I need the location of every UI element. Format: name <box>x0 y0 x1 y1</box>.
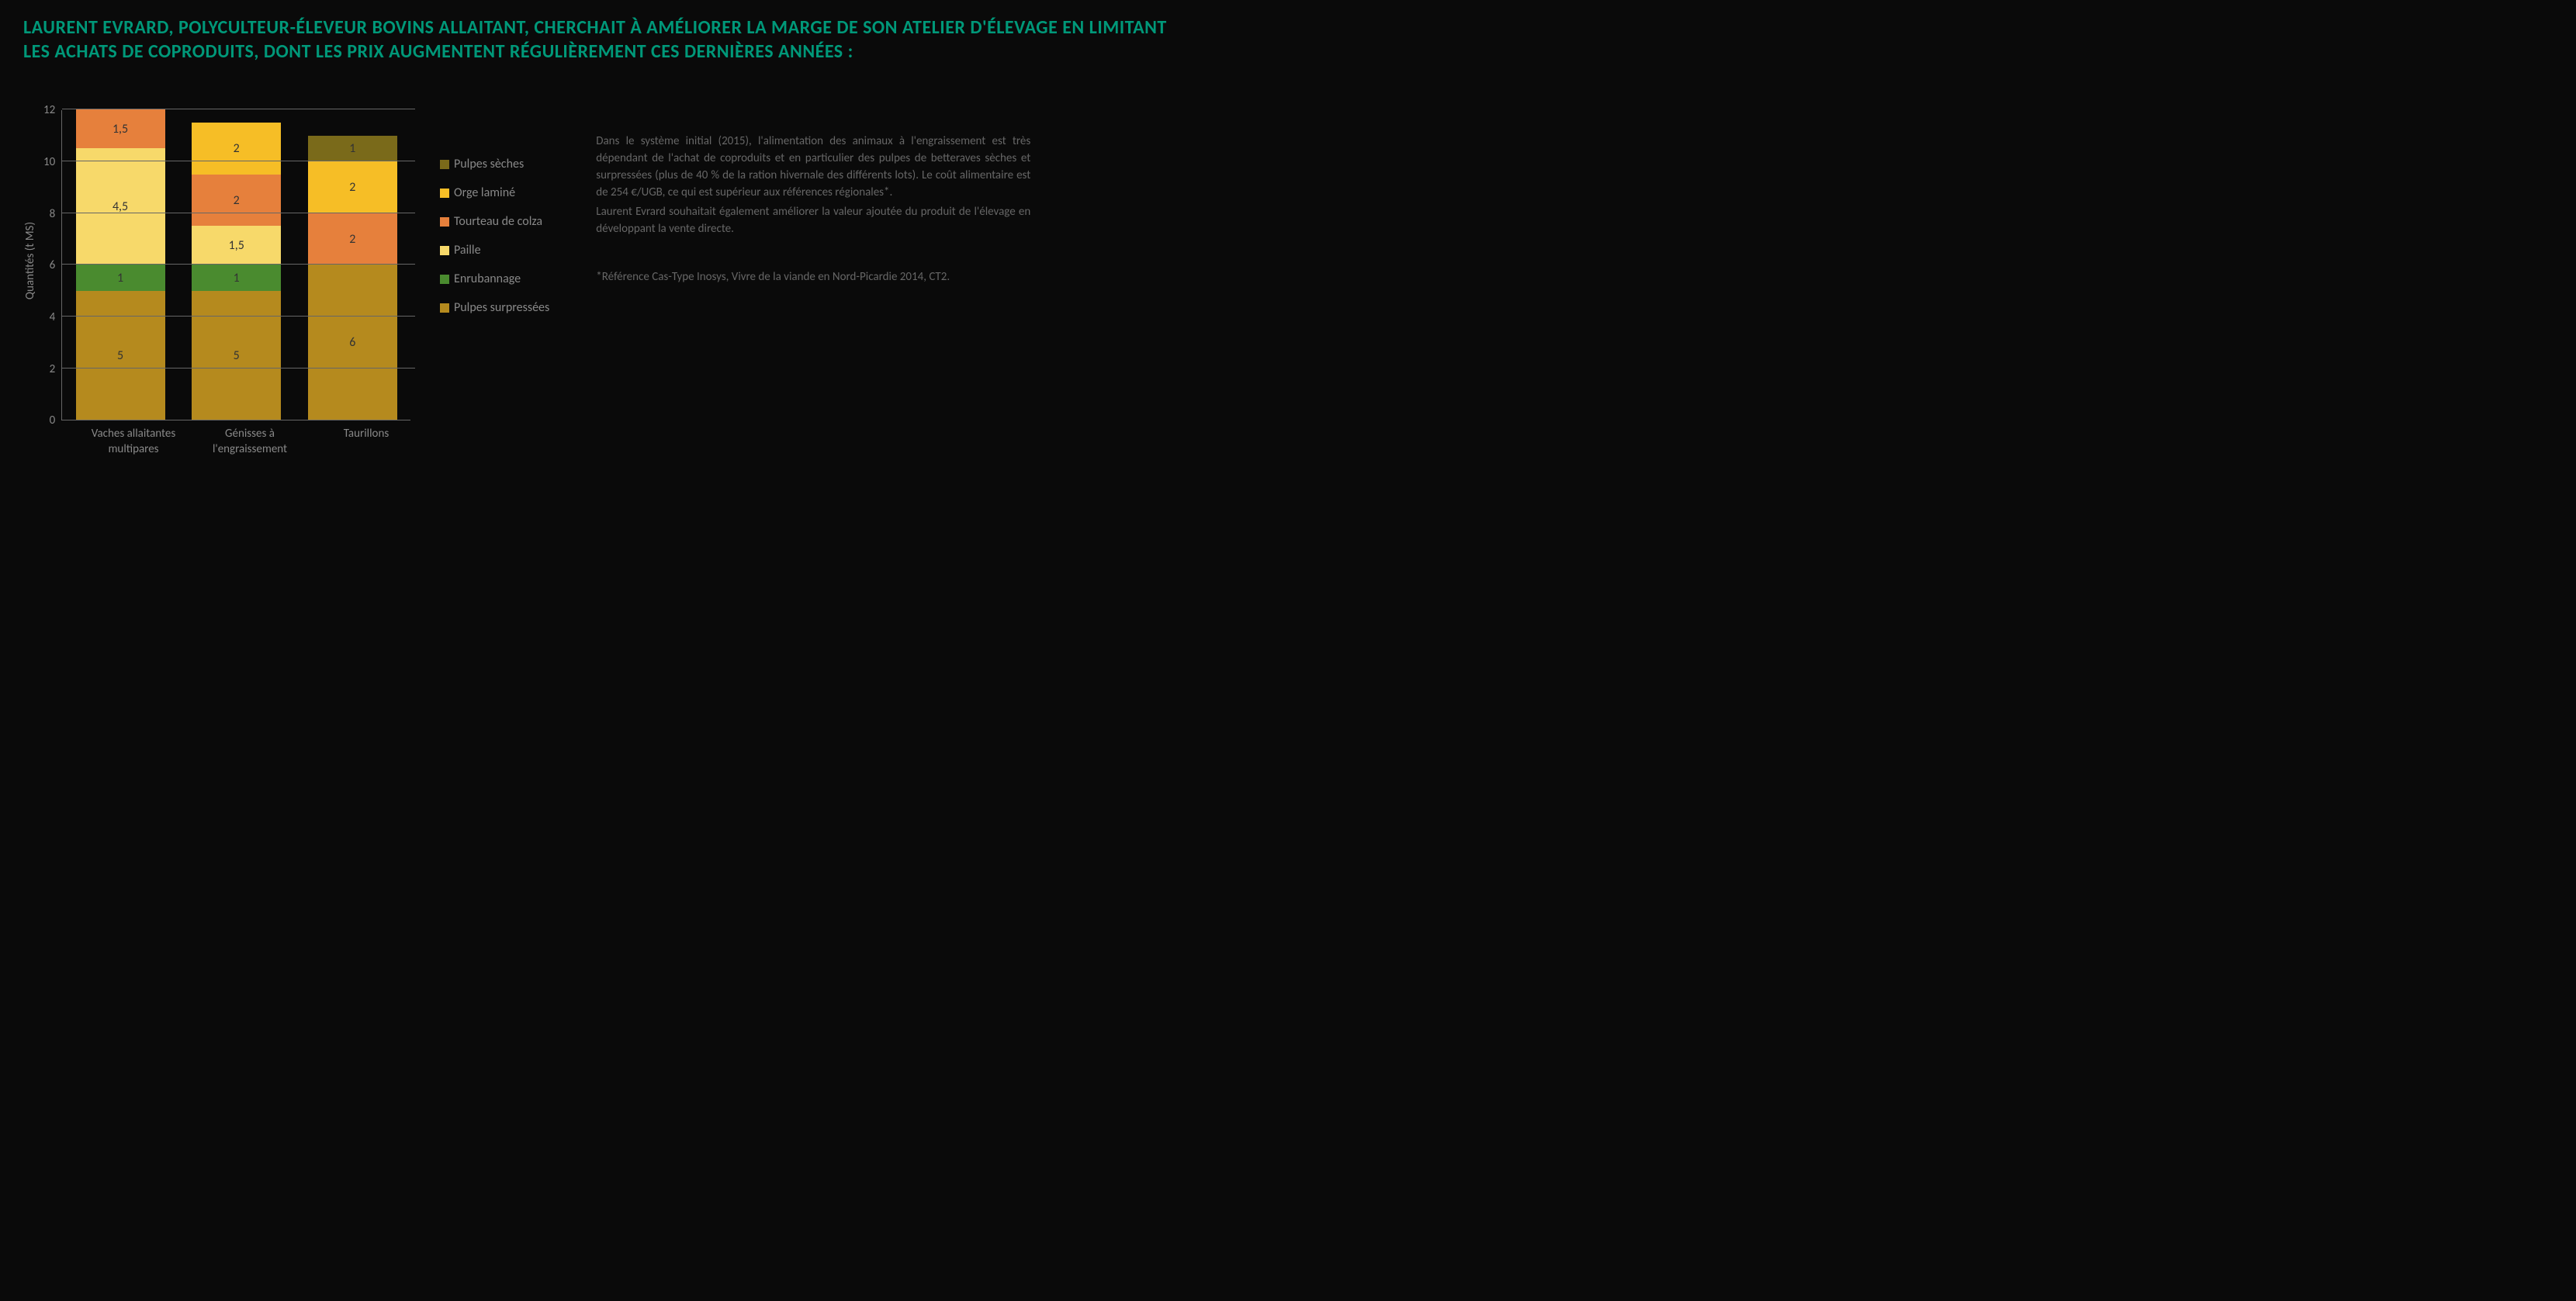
legend-label: Pulpes sèches <box>454 157 524 171</box>
x-tick-label: Taurillons <box>312 427 421 457</box>
gridline <box>62 264 415 265</box>
content-row: Quantités (t MS) 121086420 514,51,5511,5… <box>23 110 1195 457</box>
legend-label: Tourteau de colza <box>454 214 542 229</box>
legend-swatch <box>440 275 449 284</box>
paragraph-2: Laurent Evrard souhaitait également amél… <box>596 204 1030 238</box>
bar-segment-tourteau_colza: 2 <box>308 213 397 265</box>
gridline <box>62 316 415 317</box>
legend-item: Pulpes sèches <box>440 157 549 171</box>
bar-segment-orge_lamine: 2 <box>192 123 281 175</box>
chart-body: Quantités (t MS) 121086420 514,51,5511,5… <box>23 110 424 457</box>
footnote: *Référence Cas-Type Inosys, Vivre de la … <box>596 269 1030 286</box>
text-column: Dans le système initial (2015), l'alimen… <box>596 133 1030 457</box>
bar-group: 511,522 <box>192 123 281 420</box>
legend-item: Orge laminé <box>440 185 549 200</box>
bar-segment-tourteau_colza: 2 <box>192 175 281 227</box>
x-axis-labels: Vaches allaitantes multipares Génisses à … <box>75 427 424 457</box>
bar-segment-enrubannage: 1 <box>76 265 165 290</box>
bar-segment-enrubannage: 1 <box>192 265 281 290</box>
legend-swatch <box>440 246 449 255</box>
legend-item: Enrubannage <box>440 272 549 286</box>
legend-swatch <box>440 160 449 169</box>
gridline <box>62 368 415 369</box>
x-tick-label: Génisses à l'engraissement <box>196 427 304 457</box>
y-axis: 121086420 <box>43 110 61 420</box>
legend-item: Pulpes surpressées <box>440 300 549 315</box>
legend-swatch <box>440 189 449 198</box>
paragraph-1: Dans le système initial (2015), l'alimen… <box>596 133 1030 201</box>
bar-segment-orge_lamine: 2 <box>308 161 397 213</box>
bar-group: 514,51,5 <box>76 109 165 420</box>
plot-area: 514,51,5511,5226221 <box>61 110 410 420</box>
bar-segment-pulpes_surpressees: 6 <box>308 265 397 420</box>
legend-item: Tourteau de colza <box>440 214 549 229</box>
legend: Pulpes sèches Orge laminé Tourteau de colz… <box>440 157 549 315</box>
y-axis-label: Quantités (t MS) <box>23 222 37 299</box>
bar-segment-paille: 4,5 <box>76 148 165 265</box>
legend-item: Paille <box>440 243 549 258</box>
bar-segment-pulpes_seches: 1 <box>308 136 397 161</box>
legend-label: Enrubannage <box>454 272 521 286</box>
bar-segment-pulpes_surpressees: 5 <box>192 291 281 420</box>
bars-container: 514,51,5511,5226221 <box>62 110 410 420</box>
legend-label: Orge laminé <box>454 185 515 200</box>
legend-label: Paille <box>454 243 481 258</box>
legend-swatch <box>440 303 449 313</box>
bar-segment-paille: 1,5 <box>192 226 281 265</box>
page-title: LAURENT EVRARD, POLYCULTEUR-ÉLEVEUR BOVI… <box>23 16 1195 64</box>
chart-area: Quantités (t MS) 121086420 514,51,5511,5… <box>23 110 549 457</box>
legend-swatch <box>440 217 449 227</box>
x-tick-label: Vaches allaitantes multipares <box>79 427 188 457</box>
legend-label: Pulpes surpressées <box>454 300 549 315</box>
bar-group: 6221 <box>308 136 397 420</box>
bar-segment-tourteau_colza: 1,5 <box>76 109 165 148</box>
bar-segment-pulpes_surpressees: 5 <box>76 291 165 420</box>
